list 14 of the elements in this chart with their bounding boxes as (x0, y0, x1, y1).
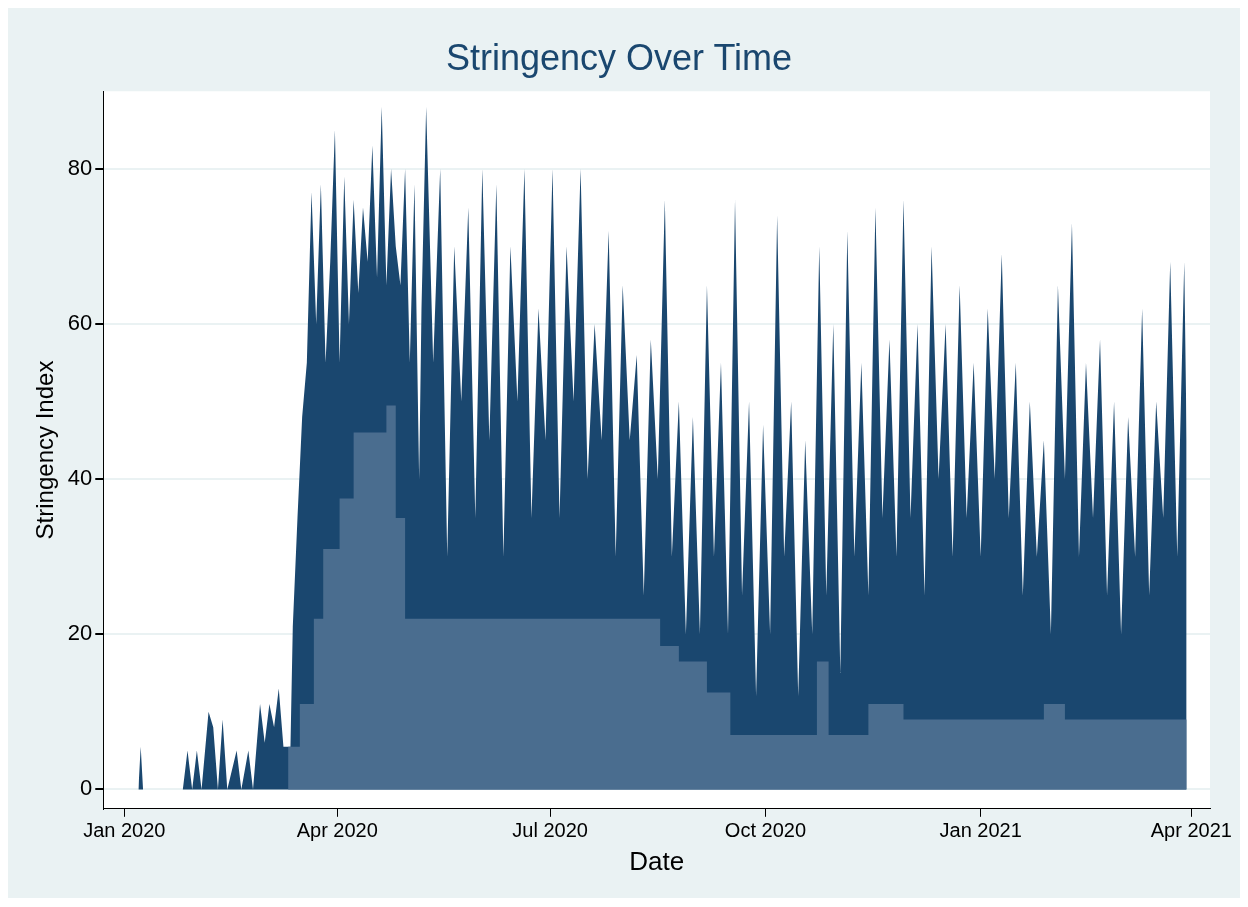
y-tick-label: 80 (67, 154, 93, 180)
x-axis-title: Date (629, 845, 685, 876)
y-tick-label: 40 (67, 465, 93, 491)
chart-title: Stringency Over Time (445, 36, 793, 78)
x-tick-label: Apr 2020 (296, 819, 378, 842)
x-tick-label: Oct 2020 (724, 819, 807, 842)
x-tick-label: Jan 2020 (83, 819, 166, 842)
x-tick-label: Jul 2020 (512, 819, 588, 842)
y-axis-title: Stringency Index (31, 360, 59, 540)
y-tick-label: 60 (67, 310, 93, 335)
y-tick-label: 0 (80, 775, 93, 801)
x-tick-label: Jan 2021 (939, 819, 1022, 842)
y-tick-label: 20 (67, 620, 93, 646)
x-tick-label: Apr 2021 (1150, 819, 1232, 842)
